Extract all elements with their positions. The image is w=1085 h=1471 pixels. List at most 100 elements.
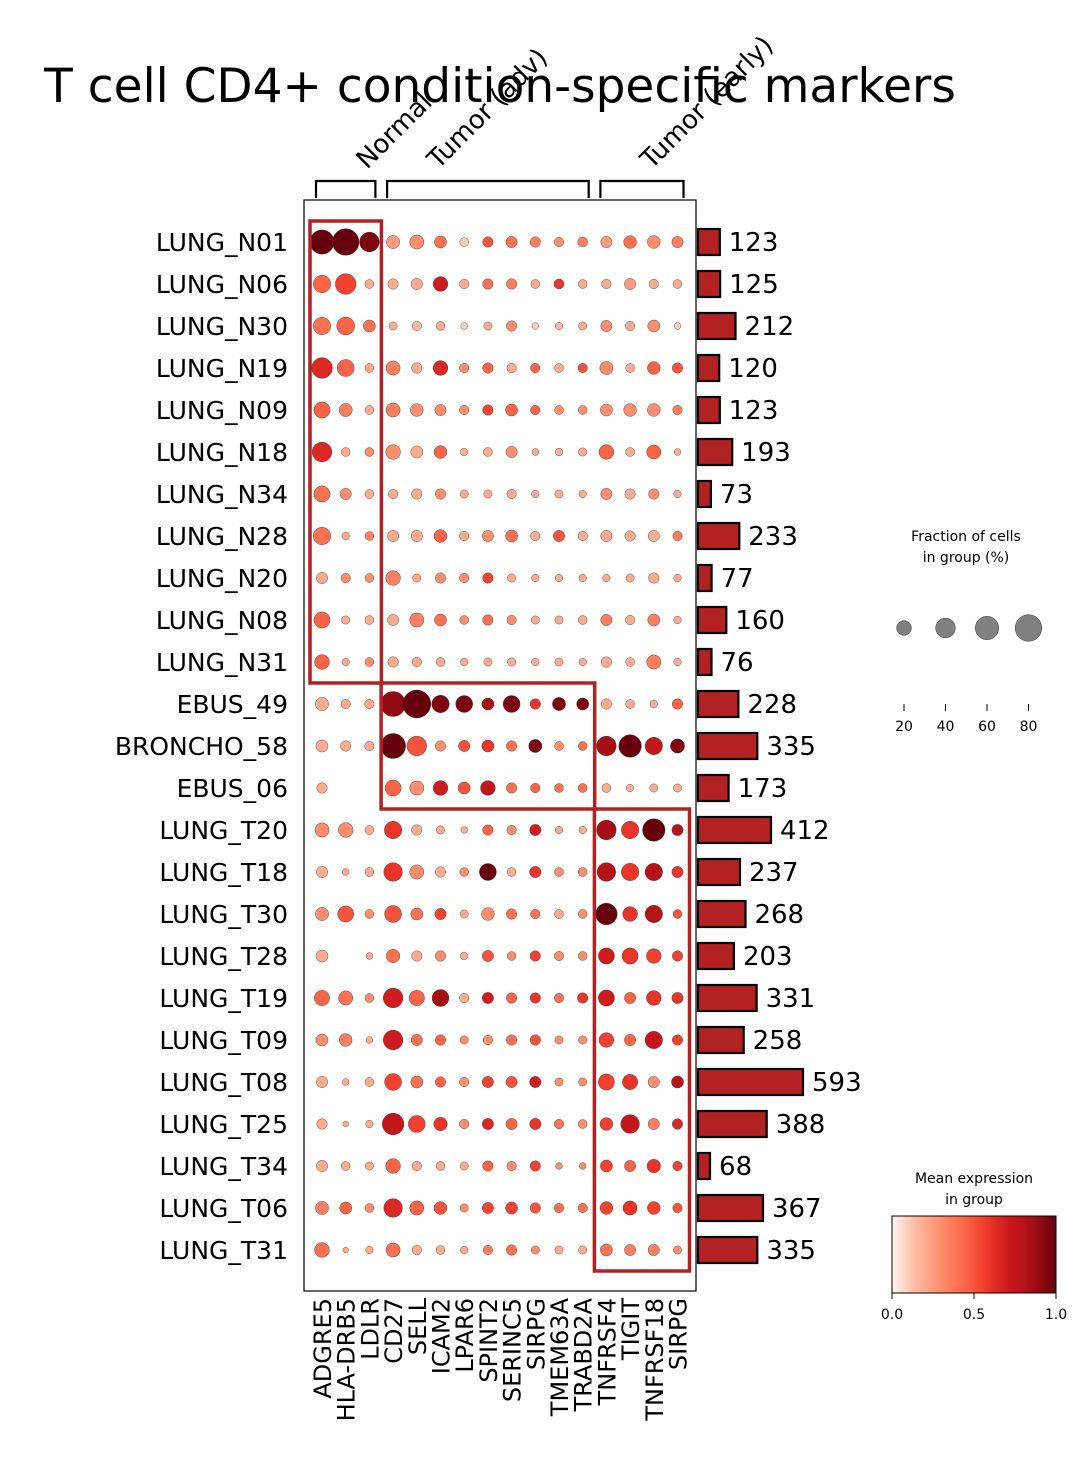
dot xyxy=(530,405,541,415)
count-label: 173 xyxy=(738,774,788,804)
dot xyxy=(364,657,375,667)
dot xyxy=(380,691,406,717)
column-label: TMEM63A xyxy=(546,1297,574,1417)
dot xyxy=(621,863,640,881)
row-label: EBUS_49 xyxy=(177,690,288,719)
dot xyxy=(434,908,447,920)
dot xyxy=(482,278,494,290)
dot xyxy=(338,990,353,1006)
dot xyxy=(459,1077,470,1087)
count-label: 331 xyxy=(766,984,816,1014)
dot xyxy=(624,1244,636,1256)
dot xyxy=(673,448,682,456)
dot xyxy=(410,1034,423,1046)
dot xyxy=(646,948,662,964)
dot xyxy=(384,821,403,839)
dot xyxy=(647,361,661,375)
dot xyxy=(364,573,375,583)
dot xyxy=(505,236,518,248)
dot xyxy=(342,1246,349,1254)
dot xyxy=(342,1120,349,1128)
dot xyxy=(599,1117,614,1131)
size-legend: Fraction of cells in group (%) 20 40 60 80 xyxy=(895,529,1043,735)
dot xyxy=(313,527,331,545)
dot-matrix xyxy=(309,228,685,1258)
dot xyxy=(598,947,615,965)
row-label: LUNG_T30 xyxy=(159,900,288,929)
count-label: 125 xyxy=(729,270,779,300)
dot xyxy=(506,278,518,290)
dot xyxy=(625,321,636,331)
dot xyxy=(506,363,517,373)
dot xyxy=(506,740,518,752)
dot xyxy=(432,360,449,376)
dot xyxy=(554,1035,564,1045)
count-label: 123 xyxy=(729,396,779,426)
dot xyxy=(341,1161,351,1171)
size-legend-tick-label: 60 xyxy=(978,719,996,735)
dot xyxy=(554,993,564,1003)
dot xyxy=(506,1161,517,1171)
dot xyxy=(623,403,637,417)
dot xyxy=(483,321,493,331)
dot xyxy=(315,697,329,711)
count-bar xyxy=(696,479,712,509)
count-bar xyxy=(696,1025,745,1055)
dot xyxy=(505,1201,518,1215)
dot xyxy=(316,1160,328,1172)
group-bracket xyxy=(386,179,590,198)
dot xyxy=(554,1203,564,1213)
count-bar xyxy=(696,1235,759,1265)
dot xyxy=(384,905,402,923)
dot xyxy=(600,403,613,417)
dot xyxy=(618,734,642,758)
dot xyxy=(578,405,588,415)
dot xyxy=(505,1076,518,1088)
dot xyxy=(531,574,540,582)
count-bar xyxy=(696,857,742,887)
dot xyxy=(314,1242,330,1258)
dot xyxy=(410,1075,424,1089)
row-label: LUNG_T34 xyxy=(159,1152,288,1181)
dot xyxy=(435,950,446,962)
count-bar xyxy=(696,269,722,299)
dot xyxy=(621,947,639,965)
dot xyxy=(411,1245,422,1255)
dot xyxy=(672,698,683,710)
chart-title: T cell CD4+ condition-specific markers xyxy=(43,59,956,114)
count-label: 68 xyxy=(719,1152,752,1182)
row-label: BRONCHO_58 xyxy=(115,732,288,761)
count-label: 212 xyxy=(745,312,795,342)
dot xyxy=(578,1035,588,1045)
dot xyxy=(625,657,635,667)
dot xyxy=(435,1161,446,1171)
dot xyxy=(528,739,543,753)
dot xyxy=(387,656,399,668)
dot xyxy=(342,868,350,876)
dot xyxy=(647,235,661,249)
dot xyxy=(460,826,468,834)
dot xyxy=(648,488,660,500)
dot xyxy=(482,404,494,416)
dot xyxy=(624,530,636,542)
dot xyxy=(644,905,663,923)
row-label: LUNG_N34 xyxy=(156,480,288,509)
size-legend-subtitle: in group (%) xyxy=(923,550,1010,566)
dot xyxy=(647,1118,660,1130)
dot xyxy=(577,363,588,373)
dot xyxy=(385,402,401,418)
dot xyxy=(386,949,401,963)
dot xyxy=(337,359,355,377)
dot xyxy=(364,993,375,1003)
dot xyxy=(482,1202,494,1214)
count-label: 335 xyxy=(766,1236,816,1266)
dot xyxy=(672,279,683,289)
dot xyxy=(316,866,328,878)
dot xyxy=(673,616,682,624)
dot xyxy=(315,739,329,753)
dot xyxy=(313,485,331,503)
size-legend-tick-label: 20 xyxy=(895,719,913,735)
dot xyxy=(435,321,446,331)
dot xyxy=(644,1031,663,1049)
dot xyxy=(460,1246,469,1254)
